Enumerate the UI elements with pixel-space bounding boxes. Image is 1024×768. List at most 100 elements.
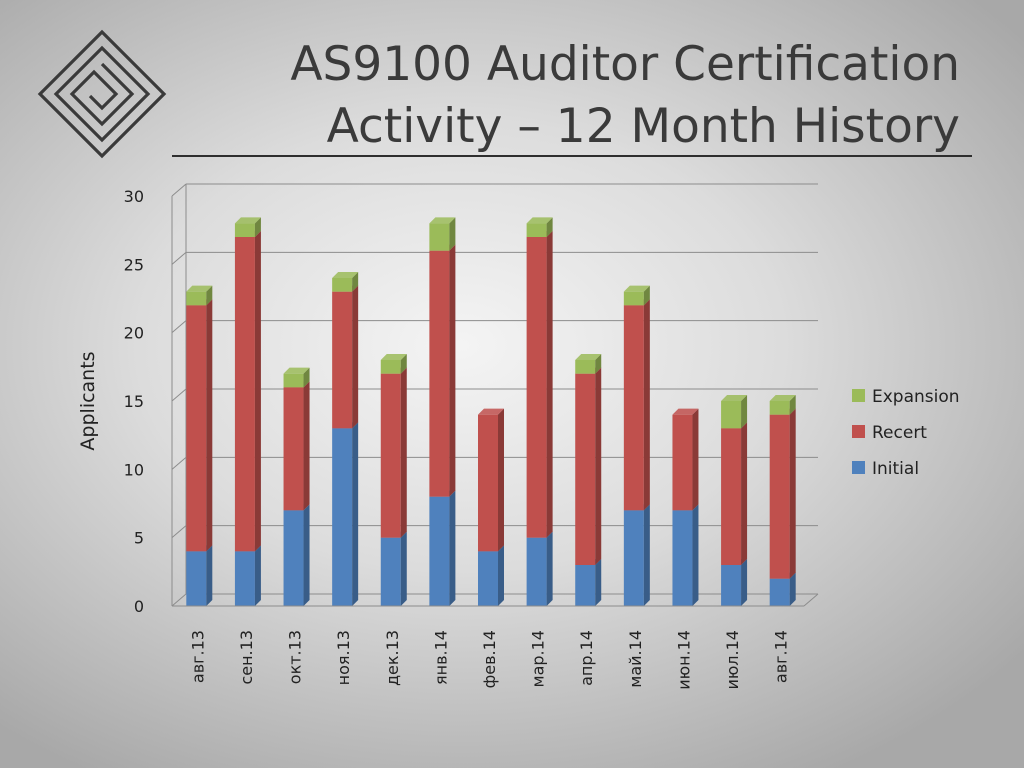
bar-top [186,285,213,292]
bar-top [575,354,602,360]
bar-segment-expansion [186,285,213,306]
bar-segment-initial [526,531,553,606]
bar-front [769,401,790,415]
bar-front [478,414,498,552]
logo-icon [37,29,167,159]
bar-front [234,551,255,606]
bar-top [672,408,699,415]
grid-diagonal [171,388,187,402]
bar-segment-initial [429,490,456,606]
legend-item-recert: Recert [852,423,927,443]
bar-segment-initial [575,559,602,606]
bar-side [206,545,213,606]
bar-segment-expansion [575,354,602,374]
bar-side [254,217,261,237]
bar-side [449,217,456,251]
legend-swatch [852,461,865,474]
bar-top [332,272,359,278]
bar-segment-recert [429,244,456,497]
bar-segment-recert [380,367,407,538]
bar-side [206,299,213,552]
x-tick-label: авг.13 [188,630,207,683]
bar-segment-expansion [623,285,650,306]
bar-segment-recert [478,408,504,552]
x-tick-label: май.14 [626,630,645,688]
grid-diagonal [171,593,187,607]
bar-side [643,285,650,306]
bar-side [303,504,310,606]
bar-side [692,408,699,511]
bar-segment-expansion [332,272,359,292]
title-line-1: AS9100 Auditor Certification [290,37,960,92]
bar-front [332,428,353,606]
bar-segment-initial [234,545,261,606]
bar-front [575,360,596,374]
legend-swatch [852,389,865,402]
grid-diagonal [171,456,187,470]
bar-front [186,551,207,606]
bar-side [254,545,261,606]
bar-segment-expansion [429,217,456,251]
bar-top [721,395,748,401]
bar-front [769,414,790,579]
bar-segment-initial [672,504,699,606]
bar-side [303,381,310,511]
bar-front [623,291,644,306]
bar-segment-initial [186,545,213,606]
bar-side [789,408,796,579]
grid-diagonal [171,525,187,539]
bar-front [478,551,498,606]
bar-front [429,496,450,606]
bar-segment-recert [332,285,359,429]
bar-front [332,291,353,429]
bar-segment-recert [672,408,699,511]
y-tick-label: 5 [134,529,144,548]
y-tick-label: 10 [124,460,144,479]
x-tick-label: дек.13 [383,630,402,686]
bar-segment-recert [623,299,650,511]
axes: 0 5 10 15 20 25 30 авг.13 сен.13 окт.13 ноя.13 дек.… [77,187,819,690]
bar-top [380,354,407,360]
bar-side [595,367,602,565]
bar-side [352,285,359,429]
floor-edge [803,593,819,607]
bar-side [400,367,407,538]
legend-item-initial: Initial [852,459,919,479]
bar-front [332,278,353,292]
bar-top [429,217,456,224]
bar-side [449,490,456,606]
bar-side [595,354,602,374]
legend-label: Recert [872,423,927,443]
bar-front [283,510,304,606]
bar-segment-expansion [526,217,553,237]
bar-side [206,285,213,306]
bar-front [672,414,693,511]
bar-segment-recert [769,408,796,579]
bar-side [692,504,699,606]
bar-side [741,395,748,429]
bar-segment-expansion [721,395,748,429]
bar-segment-initial [623,504,650,606]
bar-front [721,565,742,606]
bar-segment-expansion [283,367,310,388]
bar-front [380,373,401,538]
bar-side [254,231,261,552]
legend-label: Expansion [872,387,960,407]
x-tick-label: ноя.13 [334,630,353,685]
grid-diagonal [171,320,187,334]
bar-top [623,285,650,292]
bar-segment-expansion [769,395,796,415]
bar-front [234,237,255,552]
bar-side [546,531,553,606]
bar-side [546,231,553,538]
bar-front [380,360,401,374]
bars [186,217,796,606]
x-tick-label: мар.14 [529,630,548,687]
bar-side [400,354,407,374]
bar-front [769,578,790,606]
bar-side [741,422,748,565]
title-line-2: Activity – 12 Month History [326,99,960,154]
bar-front [380,537,401,606]
bar-front [186,305,207,552]
bar-segment-recert [234,231,261,552]
